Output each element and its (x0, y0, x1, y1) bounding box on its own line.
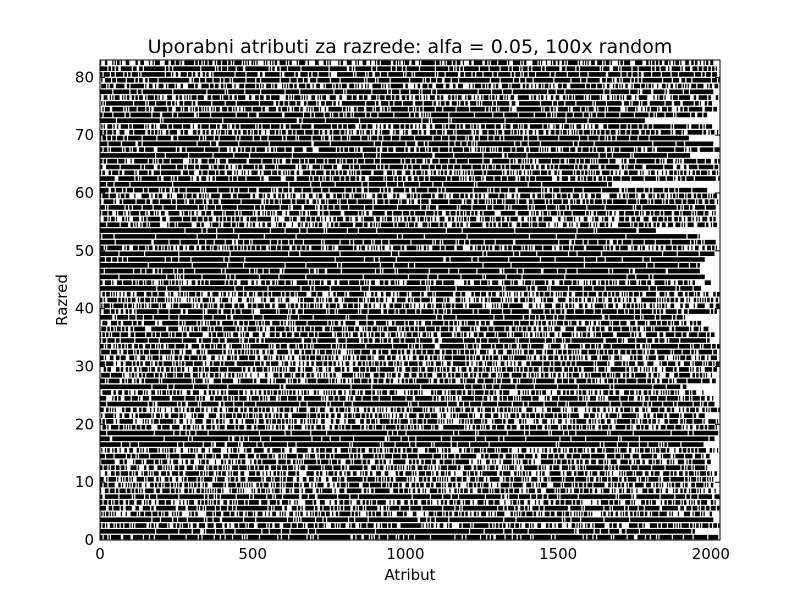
y-tick-label: 50 (75, 242, 94, 260)
plot-frame (99, 59, 721, 541)
plot-area (99, 59, 721, 541)
heatmap-cells (99, 60, 720, 540)
y-tick-label: 30 (75, 358, 94, 376)
x-tick-label: 2000 (692, 545, 730, 563)
y-tick-label: 70 (75, 126, 94, 144)
x-tick-label: 1000 (386, 545, 424, 563)
x-axis-ticks: 0 500 1000 1500 2000 (95, 60, 730, 563)
y-tick-label: 80 (75, 68, 94, 86)
x-axis-label: Atribut (384, 566, 435, 584)
heatmap-marked-cells (99, 60, 720, 540)
x-tick-label: 500 (238, 545, 267, 563)
y-axis-label: Razred (53, 274, 71, 326)
y-tick-label: 10 (75, 473, 94, 491)
y-axis-ticks: 0 10 20 30 40 50 60 70 80 (75, 68, 720, 549)
y-tick-label: 40 (75, 300, 94, 318)
y-tick-label: 0 (84, 531, 94, 549)
x-tick-label: 1500 (539, 545, 577, 563)
x-tick-label: 0 (95, 545, 105, 563)
y-tick-label: 20 (75, 415, 94, 433)
chart-title: Uporabni atributi za razrede: alfa = 0.0… (148, 36, 673, 58)
y-tick-label: 60 (75, 184, 94, 202)
